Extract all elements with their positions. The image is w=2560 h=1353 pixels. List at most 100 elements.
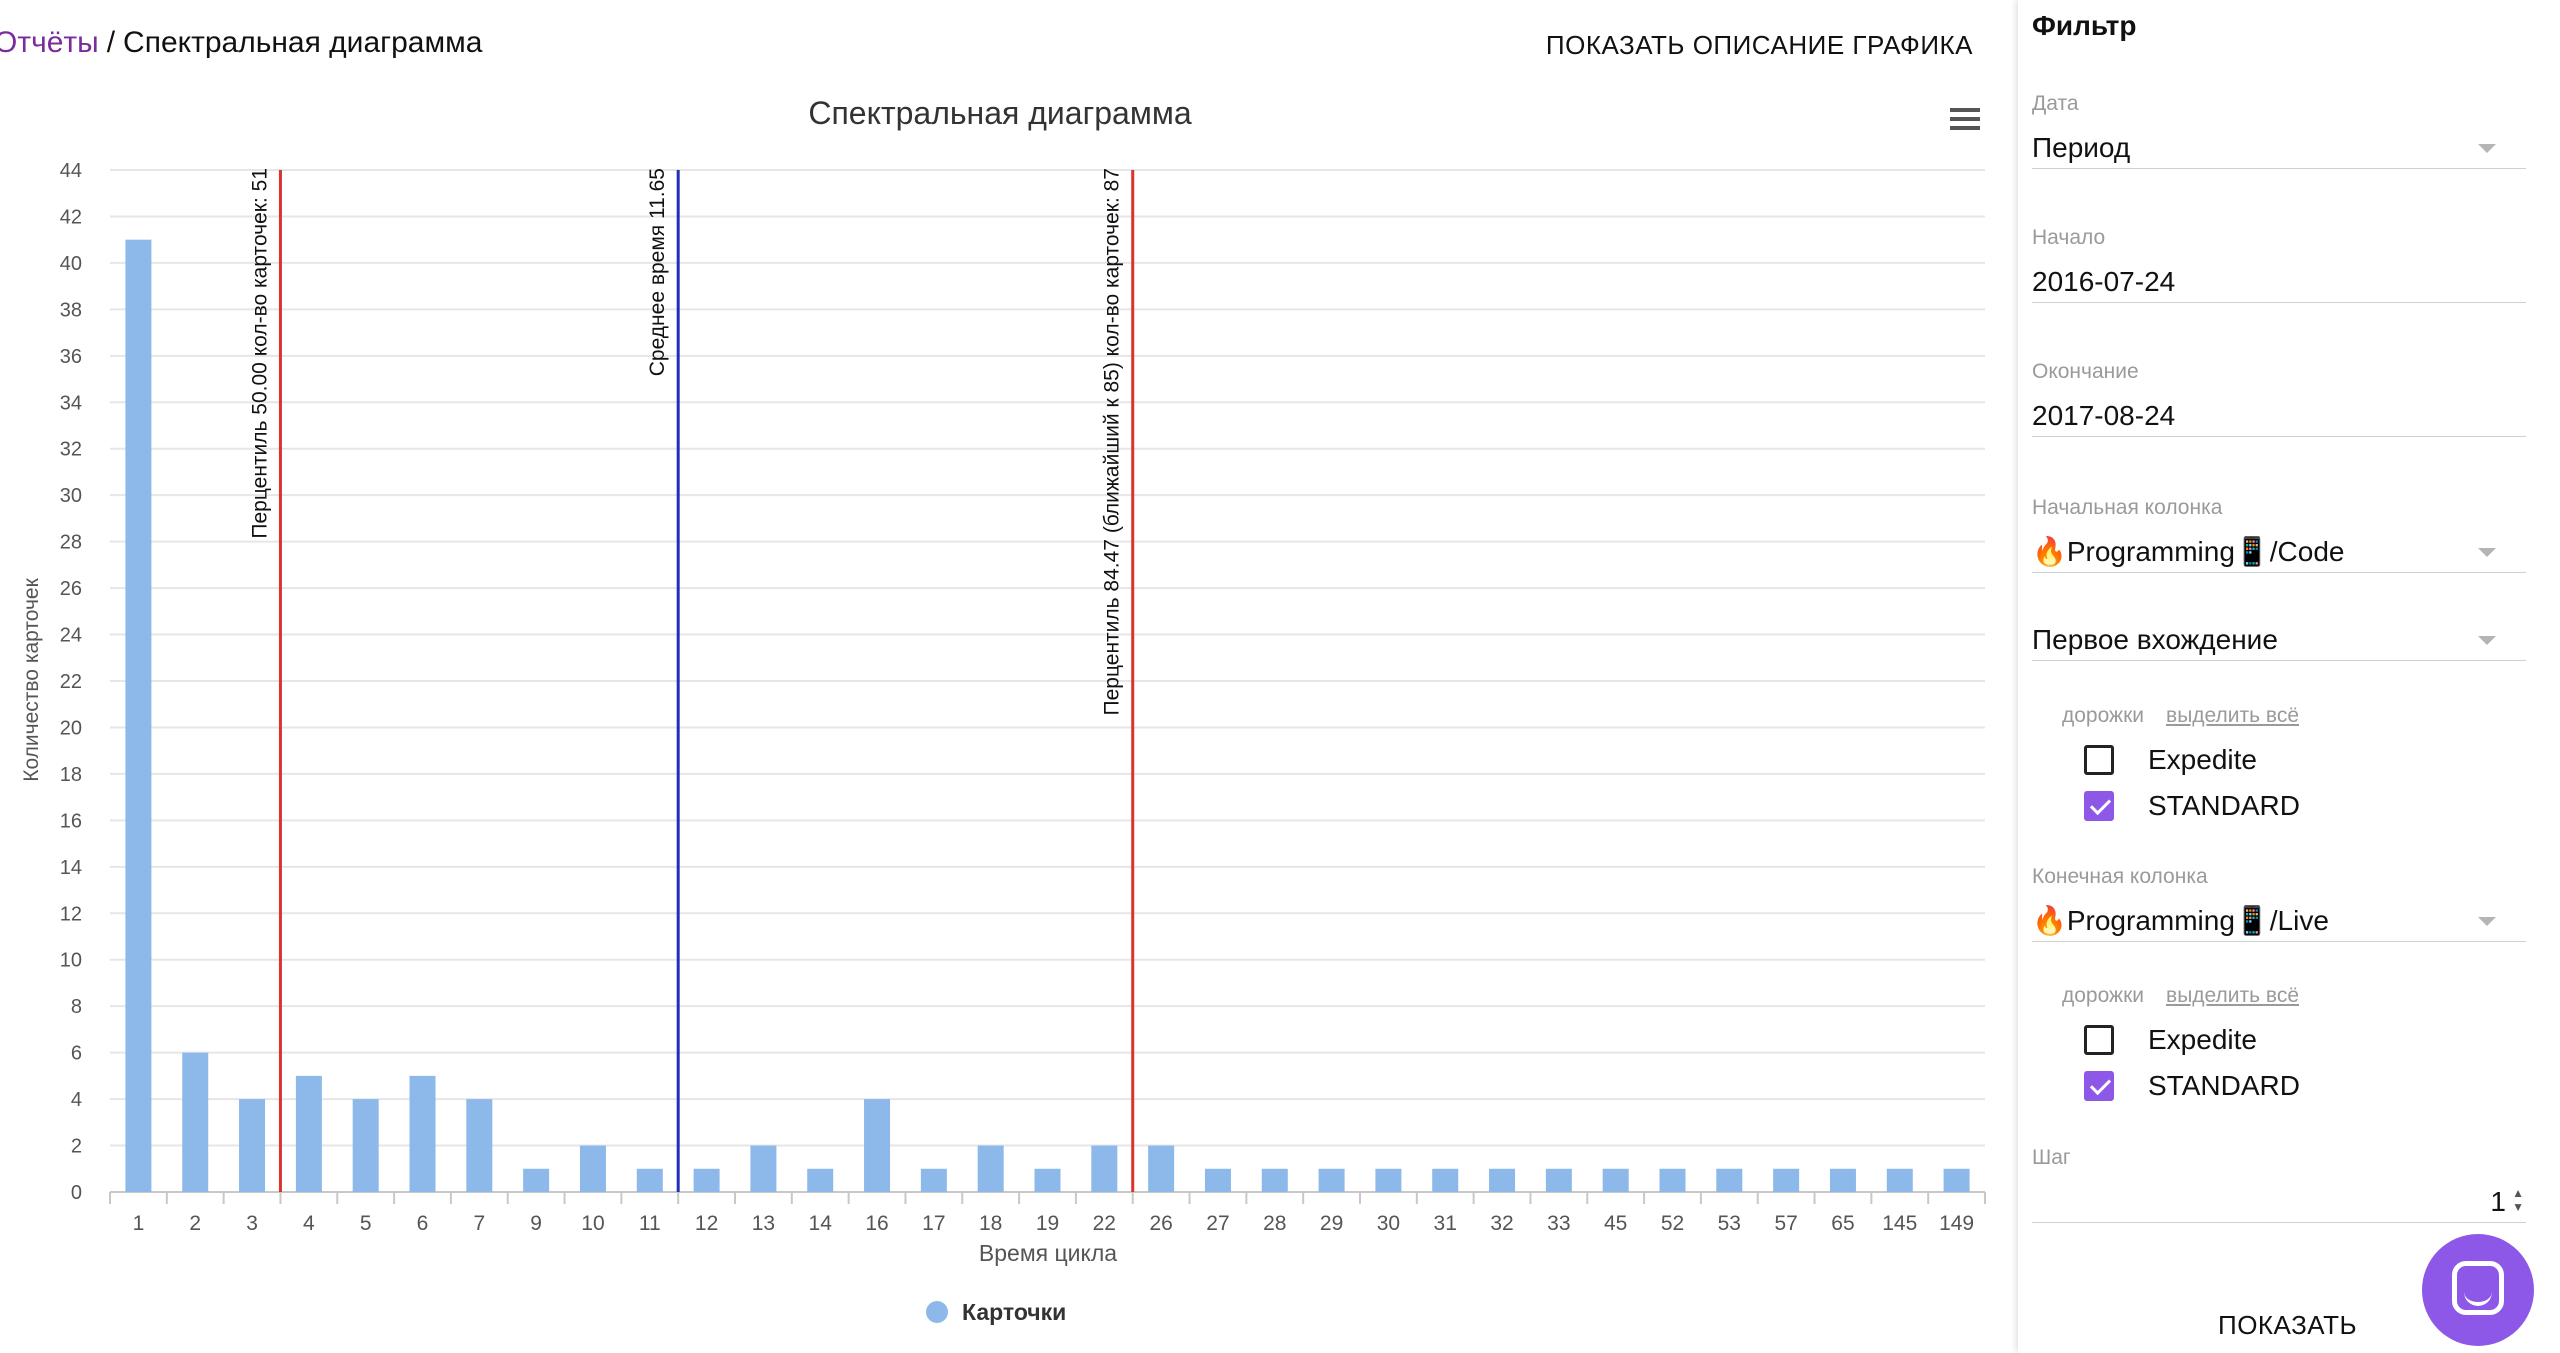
select-all-link[interactable]: выделить всё [2166,984,2299,1007]
select-all-link[interactable]: выделить всё [2166,704,2299,727]
x-tick-label: 2 [189,1212,201,1235]
x-tick-label: 3 [246,1212,258,1235]
chevron-down-icon [2478,636,2496,645]
y-tick-label: 6 [71,1043,82,1065]
bar-31[interactable] [1432,1168,1459,1192]
breadcrumb-separator: / [106,26,116,59]
bar-32[interactable] [1489,1168,1516,1192]
legend[interactable]: Карточки [926,1299,1066,1325]
end-column-select[interactable]: 🔥Programming📱/Live [2032,901,2526,942]
bar-13[interactable] [750,1145,777,1192]
x-tick-label: 6 [417,1212,429,1235]
reference-lines: Перцентиль 50.00 кол-во карточек: 51 Сред… [248,168,1135,1192]
y-tick-label: 44 [60,160,82,182]
bar-57[interactable] [1773,1168,1800,1192]
lane-checkbox-row[interactable]: Expedite [2062,1018,2522,1062]
bar-33[interactable] [1545,1168,1572,1192]
bar-27[interactable] [1204,1168,1231,1192]
x-tick-label: 7 [473,1212,485,1235]
bar-4[interactable] [295,1075,322,1192]
x-tick-label: 27 [1206,1212,1229,1235]
standard-checkbox[interactable] [2084,1071,2114,1101]
date-select[interactable]: Период [2032,128,2526,169]
bar-28[interactable] [1261,1168,1288,1192]
start-date-input[interactable]: 2016-07-24 [2032,262,2526,303]
grid-layer [109,169,1986,1204]
expedite-checkbox[interactable] [2084,1025,2114,1055]
bar-145[interactable] [1886,1168,1913,1192]
bar-3[interactable] [239,1099,266,1192]
bar-7[interactable] [466,1099,493,1192]
y-tick-label: 32 [60,439,82,461]
bar-16[interactable] [864,1099,891,1192]
lane-checkbox-row[interactable]: STANDARD [2062,1064,2522,1108]
y-tick-label: 24 [60,625,82,647]
y-tick-label: 38 [60,299,82,321]
bar-53[interactable] [1716,1168,1743,1192]
x-tick-label: 145 [1882,1212,1917,1235]
spectral-chart: Спектральная диаграмма 02468101214161820… [20,95,1986,1325]
bar-26[interactable] [1148,1145,1175,1192]
show-button[interactable]: ПОКАЗАТЬ [2218,1310,2358,1340]
main-area: Отчёты / Спектральная диаграмма ПОКАЗАТЬ О… [0,26,1986,1325]
reference-line-label: Перцентиль 50.00 кол-во карточек: 51 [248,168,271,539]
lane-label-standard: STANDARD [2148,790,2300,821]
chevron-down-icon [2478,548,2496,557]
start-lanes-group: дорожки выделить всё Expedite STANDARD [2062,704,2522,828]
bar-5[interactable] [352,1099,379,1192]
end-lanes-group: дорожки выделить всё Expedite STANDARD [2062,984,2522,1108]
bar-22[interactable] [1091,1145,1118,1192]
x-tick-label: 65 [1831,1212,1854,1235]
chat-button[interactable] [2422,1234,2534,1346]
x-tick-label: 4 [303,1212,315,1235]
stepper-arrows-icon[interactable]: ▲ ▼ [2512,1186,2524,1214]
lanes-label: дорожки [2062,984,2145,1007]
x-tick-label: 16 [865,1212,888,1235]
bar-65[interactable] [1829,1168,1856,1192]
x-tick-label: 13 [752,1212,775,1235]
x-tick-label: 33 [1547,1212,1570,1235]
bar-30[interactable] [1375,1168,1402,1192]
hamburger-menu-icon[interactable] [1950,108,1980,130]
chart-title: Спектральная диаграмма [808,95,1191,131]
lane-checkbox-row[interactable]: Expedite [2062,738,2522,782]
x-tick-label: 19 [1036,1212,1059,1235]
show-description-button[interactable]: ПОКАЗАТЬ ОПИСАНИЕ ГРАФИКА [1545,30,1973,60]
bar-1[interactable] [125,239,152,1192]
bar-11[interactable] [636,1168,663,1192]
bar-149[interactable] [1943,1168,1970,1192]
x-tick-label: 57 [1774,1212,1797,1235]
bar-52[interactable] [1659,1168,1686,1192]
bar-17[interactable] [920,1168,947,1192]
start-column-select[interactable]: 🔥Programming📱/Code [2032,532,2526,573]
x-tick-label: 149 [1939,1212,1974,1235]
occurrence-select[interactable]: Первое вхождение [2032,620,2526,661]
bar-45[interactable] [1602,1168,1629,1192]
end-date-input[interactable]: 2017-08-24 [2032,396,2526,437]
bar-14[interactable] [807,1168,834,1192]
bar-19[interactable] [1034,1168,1061,1192]
x-tick-label: 10 [581,1212,604,1235]
date-label: Дата [2032,92,2079,115]
breadcrumb-reports-link[interactable]: Отчёты [0,26,99,59]
bar-12[interactable] [693,1168,720,1192]
y-tick-label: 28 [60,532,82,554]
bar-29[interactable] [1318,1168,1345,1192]
start-column-label: Начальная колонка [2032,496,2223,519]
x-tick-label: 31 [1434,1212,1457,1235]
bar-2[interactable] [182,1052,209,1192]
chat-smile-icon [2464,1292,2492,1306]
lane-label-expedite: Expedite [2148,744,2257,775]
bar-18[interactable] [977,1145,1004,1192]
x-axis-title: Время цикла [979,1240,1117,1266]
bar-9[interactable] [523,1168,550,1192]
y-tick-labels: 0246810121416182022242628303234363840424… [60,160,82,1204]
lane-checkbox-row[interactable]: STANDARD [2062,784,2522,828]
y-tick-label: 2 [71,1136,82,1158]
step-input[interactable]: 1 ▲ ▼ [2032,1182,2526,1223]
y-tick-label: 36 [60,346,82,368]
expedite-checkbox[interactable] [2084,745,2114,775]
bar-10[interactable] [579,1145,606,1192]
bar-6[interactable] [409,1075,436,1192]
standard-checkbox[interactable] [2084,791,2114,821]
